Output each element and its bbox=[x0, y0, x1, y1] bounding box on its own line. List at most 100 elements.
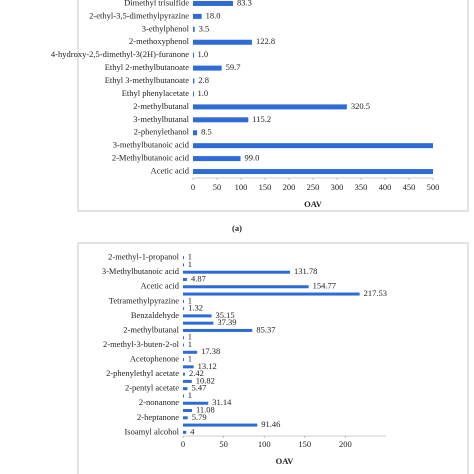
y-tick-label: 2-methylbutanal bbox=[123, 324, 179, 334]
y-tick-label: 3-ethylphenol bbox=[142, 23, 190, 33]
panel-frame bbox=[77, 242, 469, 474]
data-label: 1 bbox=[188, 252, 192, 262]
data-label: 1 bbox=[188, 339, 192, 349]
bar bbox=[183, 263, 184, 267]
bar bbox=[193, 26, 195, 32]
y-tick-label: 2-methylbutanal bbox=[133, 101, 189, 111]
data-label: 59.7 bbox=[226, 62, 241, 72]
x-tick-label: 100 bbox=[235, 182, 248, 192]
y-tick-label: 4-hydroxy-2,5-dimethyl-3(2H)-furanone bbox=[51, 49, 189, 59]
bar bbox=[183, 387, 188, 391]
data-label: 131.78 bbox=[294, 266, 317, 276]
data-label: 1 bbox=[188, 295, 192, 305]
bar bbox=[183, 270, 291, 274]
data-label: 1 bbox=[188, 354, 192, 364]
x-tick-label: 250 bbox=[307, 182, 320, 192]
y-tick-label: 2-ethyl-3,5-dimethylpyrazine bbox=[89, 10, 189, 20]
x-tick-label: 500 bbox=[427, 182, 440, 192]
data-label: 1.0 bbox=[197, 88, 208, 98]
bar bbox=[193, 117, 249, 123]
data-label: 3.5 bbox=[199, 23, 210, 33]
y-tick-label: 2-heptanone bbox=[137, 412, 179, 422]
bar bbox=[183, 394, 184, 398]
data-label: 2.8 bbox=[198, 75, 209, 85]
y-tick-label: Benzaldehyde bbox=[131, 310, 179, 320]
x-axis-label: OAV bbox=[276, 456, 295, 466]
data-label: 8.5 bbox=[201, 127, 212, 137]
x-axis-label: OAV bbox=[304, 199, 323, 209]
bar bbox=[183, 423, 258, 427]
data-label: 91.46 bbox=[261, 419, 280, 429]
data-label: 154.77 bbox=[313, 281, 336, 291]
y-tick-label: Acetic acid bbox=[141, 281, 180, 291]
bar bbox=[183, 416, 188, 420]
data-label: 35.15 bbox=[216, 310, 235, 320]
y-tick-label: Acetic acid bbox=[151, 165, 190, 175]
bar bbox=[183, 343, 184, 347]
bar bbox=[193, 78, 195, 84]
y-tick-label: 2-Methylbutanoic acid bbox=[112, 153, 190, 163]
bar bbox=[193, 169, 433, 175]
y-tick-label: Isoamyl alcohol bbox=[124, 426, 179, 436]
data-label: 1.32 bbox=[188, 303, 203, 313]
panel-caption: (a) bbox=[232, 223, 242, 233]
bar bbox=[183, 292, 360, 296]
bar bbox=[183, 409, 192, 413]
x-tick-label: 0 bbox=[181, 439, 185, 449]
data-label: 10.82 bbox=[196, 375, 215, 385]
data-label: 122.8 bbox=[256, 36, 275, 46]
bar bbox=[193, 104, 347, 110]
data-label: 5.79 bbox=[192, 412, 207, 422]
bar bbox=[183, 372, 185, 376]
bar bbox=[183, 328, 253, 332]
bar bbox=[183, 401, 209, 405]
x-tick-label: 0 bbox=[191, 182, 195, 192]
y-tick-label: Dimethyl trisulfide bbox=[124, 0, 189, 7]
x-tick-label: 400 bbox=[379, 182, 392, 192]
x-tick-label: 300 bbox=[331, 182, 344, 192]
y-tick-label: 2-methyl-1-propanol bbox=[108, 252, 179, 262]
data-label: 83.3 bbox=[237, 0, 252, 7]
bar bbox=[183, 358, 184, 362]
bar bbox=[183, 256, 184, 260]
y-tick-label: 3-methylbutanoic acid bbox=[113, 140, 190, 150]
bar bbox=[193, 0, 233, 6]
bar bbox=[183, 307, 185, 311]
data-label: 1 bbox=[188, 259, 192, 269]
bar bbox=[193, 39, 252, 45]
y-tick-label: Ethyl phenylacetate bbox=[122, 88, 189, 98]
data-label: 5.47 bbox=[191, 383, 206, 393]
x-tick-label: 150 bbox=[298, 439, 311, 449]
data-label: 1 bbox=[188, 390, 192, 400]
data-label: 115.2 bbox=[252, 114, 271, 124]
x-tick-label: 200 bbox=[339, 439, 352, 449]
bar bbox=[193, 52, 194, 58]
bar bbox=[183, 321, 214, 325]
data-label: 11.08 bbox=[196, 404, 215, 414]
bar bbox=[183, 285, 309, 289]
data-label: 4.87 bbox=[191, 273, 206, 283]
bar bbox=[183, 350, 198, 354]
x-tick-label: 350 bbox=[355, 182, 368, 192]
data-label: 217.53 bbox=[364, 288, 387, 298]
data-label: 2.42 bbox=[189, 368, 204, 378]
bar bbox=[193, 143, 433, 149]
y-tick-label: 3-Methylbutanoic acid bbox=[102, 266, 180, 276]
y-tick-label: Tetramethylpyrazine bbox=[109, 295, 179, 305]
y-tick-label: 2-phenylethanol bbox=[134, 127, 190, 137]
x-tick-label: 50 bbox=[213, 182, 222, 192]
bar bbox=[193, 13, 202, 19]
y-tick-label: Ethyl 3-methylbutanoate bbox=[105, 75, 189, 85]
bar bbox=[183, 299, 184, 303]
y-tick-label: 2-methoxyphenol bbox=[129, 36, 190, 46]
x-tick-label: 200 bbox=[283, 182, 296, 192]
y-tick-label: 3-methylbutanal bbox=[133, 114, 189, 124]
y-tick-label: 2-methyl-3-buten-2-ol bbox=[103, 339, 180, 349]
panel-frame bbox=[77, 0, 469, 212]
y-tick-label: Ethyl 2-methylbutanoate bbox=[105, 62, 189, 72]
data-label: 37.39 bbox=[217, 317, 236, 327]
bar bbox=[193, 65, 222, 71]
x-tick-label: 50 bbox=[219, 439, 228, 449]
data-label: 85.37 bbox=[256, 324, 275, 334]
